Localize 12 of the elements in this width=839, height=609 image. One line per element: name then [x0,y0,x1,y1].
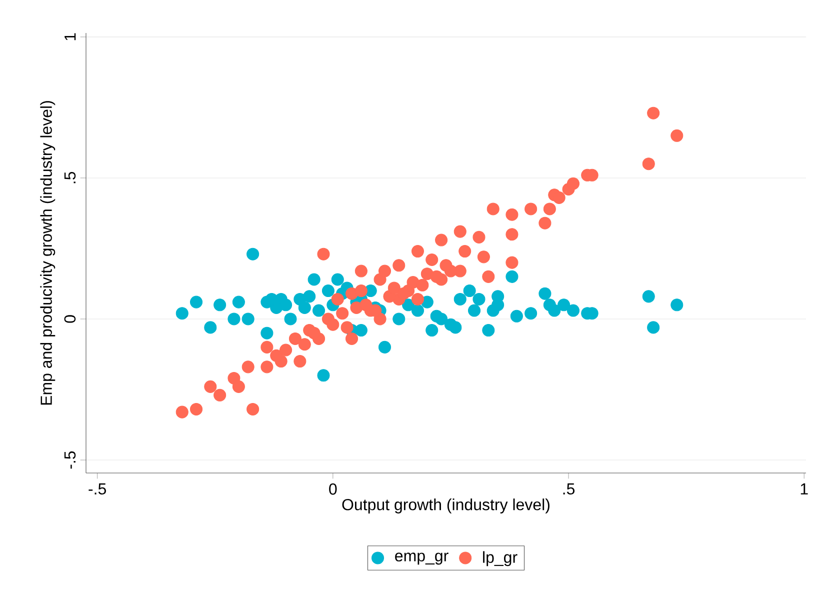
y-tick-label: -.5 [64,451,76,469]
y-tick-label: 1 [64,33,76,40]
y-tick-label: .5 [64,172,76,184]
x-tick-label: 1 [800,483,808,494]
x-axis-title: Output growth (industry level) [342,498,550,514]
x-tick-label: 0 [329,483,337,495]
y-tick-label: 0 [64,315,76,323]
legend-label: emp_gr [395,552,448,565]
legend-label: lp_gr [483,551,518,566]
x-tick-label: -.5 [88,483,106,495]
x-tick-label: .5 [563,483,575,495]
y-axis-title: Emp and producivity growth (industry level) [40,101,56,405]
